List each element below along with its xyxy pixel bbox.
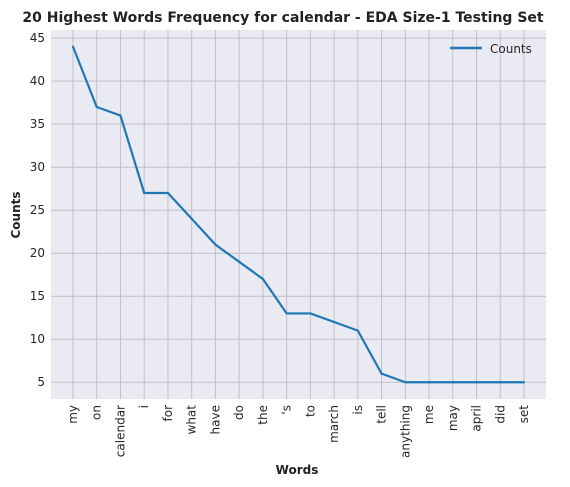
- data-point: [404, 381, 407, 384]
- x-tick-label: what: [185, 405, 199, 435]
- x-tick-label: 's: [280, 405, 294, 415]
- x-tick-label: on: [90, 405, 104, 420]
- x-tick-label: may: [446, 405, 460, 431]
- data-point: [309, 312, 312, 315]
- series-line-counts: [71, 46, 524, 384]
- legend: Counts: [450, 42, 532, 56]
- data-point: [333, 320, 336, 324]
- x-tick-label: have: [208, 405, 222, 434]
- data-point: [451, 381, 454, 384]
- x-tick-label: anything: [398, 405, 412, 458]
- data-point: [143, 191, 146, 195]
- data-point: [475, 381, 478, 384]
- x-axis-label: Words: [276, 463, 319, 477]
- y-tick-label: 10: [30, 332, 45, 346]
- data-point: [119, 114, 122, 117]
- data-point: [71, 45, 75, 48]
- plot-area: [51, 30, 546, 399]
- data-point: [427, 381, 431, 384]
- y-tick-label: 40: [30, 74, 45, 88]
- series-layer: [71, 45, 526, 384]
- x-tick-labels: my on calendar i for what have do the 's to march is…: [66, 405, 531, 458]
- data-point: [190, 217, 193, 220]
- data-point: [261, 277, 264, 281]
- y-tick-label: 20: [30, 246, 45, 260]
- y-tick-label: 35: [30, 117, 45, 131]
- chart-title: 20 Highest Words Frequency for calendar …: [22, 10, 543, 26]
- y-tick-labels: 5 10 15 20 25 30 35 40 45: [30, 31, 45, 389]
- y-tick-label: 45: [30, 31, 45, 45]
- data-point: [380, 372, 383, 375]
- y-tick-label: 5: [37, 375, 45, 389]
- x-tick-label: set: [517, 405, 531, 424]
- data-point: [166, 191, 170, 195]
- data-point: [285, 312, 288, 315]
- x-tick-label: tell: [375, 405, 389, 424]
- y-axis-label: Counts: [9, 191, 23, 238]
- x-tick-label: did: [493, 405, 507, 424]
- x-tick-label: me: [422, 405, 436, 424]
- y-tick-label: 30: [30, 160, 45, 174]
- y-tick-label: 25: [30, 203, 45, 217]
- data-point: [356, 329, 359, 332]
- x-tick-label: april: [470, 405, 484, 432]
- data-point: [95, 105, 98, 109]
- data-point: [214, 243, 217, 246]
- legend-label: Counts: [490, 42, 532, 56]
- x-tick-label: the: [256, 405, 270, 425]
- data-point: [522, 381, 526, 384]
- y-tick-label: 15: [30, 289, 45, 303]
- grid-lines: [51, 30, 546, 399]
- x-tick-label: march: [327, 405, 341, 443]
- x-tick-label: calendar: [113, 405, 127, 457]
- x-tick-label: to: [303, 405, 317, 417]
- x-tick-label: i: [137, 405, 151, 408]
- data-point: [238, 260, 241, 263]
- data-point: [499, 381, 502, 384]
- x-tick-label: do: [232, 405, 246, 420]
- x-tick-label: my: [66, 405, 80, 424]
- x-tick-label: is: [351, 405, 365, 415]
- x-tick-label: for: [161, 405, 175, 422]
